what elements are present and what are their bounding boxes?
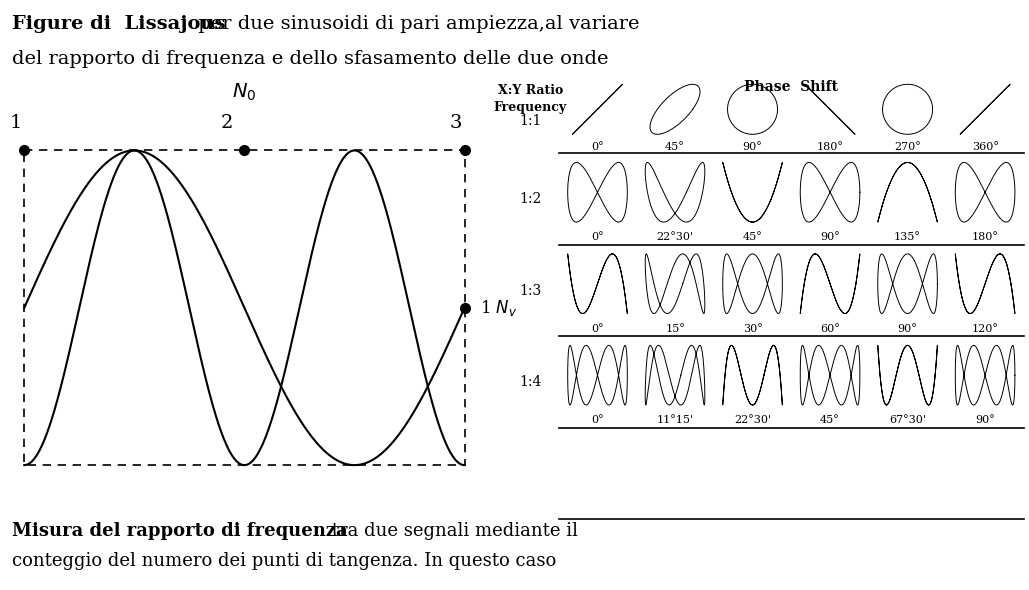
Text: 2: 2: [220, 113, 233, 132]
Text: 90°: 90°: [897, 324, 918, 333]
Text: Phase  Shift: Phase Shift: [744, 80, 839, 94]
Text: 180°: 180°: [971, 232, 998, 242]
Text: 1 $N_v$: 1 $N_v$: [480, 298, 518, 318]
Text: 22°30': 22°30': [734, 415, 771, 425]
Text: per due sinusoidi di pari ampiezza,al variare: per due sinusoidi di pari ampiezza,al va…: [192, 15, 640, 33]
Text: Misura del rapporto di frequenza: Misura del rapporto di frequenza: [12, 522, 348, 540]
Text: X:Y Ratio
Frequency: X:Y Ratio Frequency: [494, 84, 567, 114]
Text: 1: 1: [9, 113, 22, 132]
Text: $N_0$: $N_0$: [233, 82, 256, 103]
Text: 60°: 60°: [820, 324, 840, 333]
Text: del rapporto di frequenza e dello sfasamento delle due onde: del rapporto di frequenza e dello sfasam…: [12, 50, 609, 68]
Text: 120°: 120°: [971, 324, 998, 333]
Text: 0°: 0°: [592, 142, 604, 152]
Text: 67°30': 67°30': [889, 415, 926, 425]
Text: 45°: 45°: [743, 232, 762, 242]
Text: 1:4: 1:4: [520, 375, 541, 389]
Text: 0°: 0°: [592, 232, 604, 242]
Text: 270°: 270°: [894, 142, 921, 152]
Text: 180°: 180°: [817, 142, 844, 152]
Text: 0°: 0°: [592, 415, 604, 425]
Text: 1:3: 1:3: [520, 284, 541, 297]
Text: 15°: 15°: [665, 324, 685, 333]
Text: 22°30': 22°30': [657, 232, 694, 242]
Text: 0°: 0°: [592, 324, 604, 333]
Text: conteggio del numero dei punti di tangenza. In questo caso: conteggio del numero dei punti di tangen…: [12, 552, 557, 570]
Text: Figure di  Lissajous: Figure di Lissajous: [12, 15, 225, 33]
Text: 90°: 90°: [975, 415, 995, 425]
Text: 45°: 45°: [665, 142, 685, 152]
Text: 360°: 360°: [971, 142, 998, 152]
Text: 1:1: 1:1: [520, 114, 541, 128]
Text: 45°: 45°: [820, 415, 840, 425]
Text: tra due segnali mediante il: tra due segnali mediante il: [326, 522, 578, 540]
Text: 135°: 135°: [894, 232, 921, 242]
Text: 90°: 90°: [820, 232, 840, 242]
Text: 11°15': 11°15': [657, 415, 694, 425]
Text: 1:2: 1:2: [520, 192, 541, 206]
Text: 30°: 30°: [743, 324, 762, 333]
Text: 3: 3: [450, 113, 462, 132]
Text: 90°: 90°: [743, 142, 762, 152]
